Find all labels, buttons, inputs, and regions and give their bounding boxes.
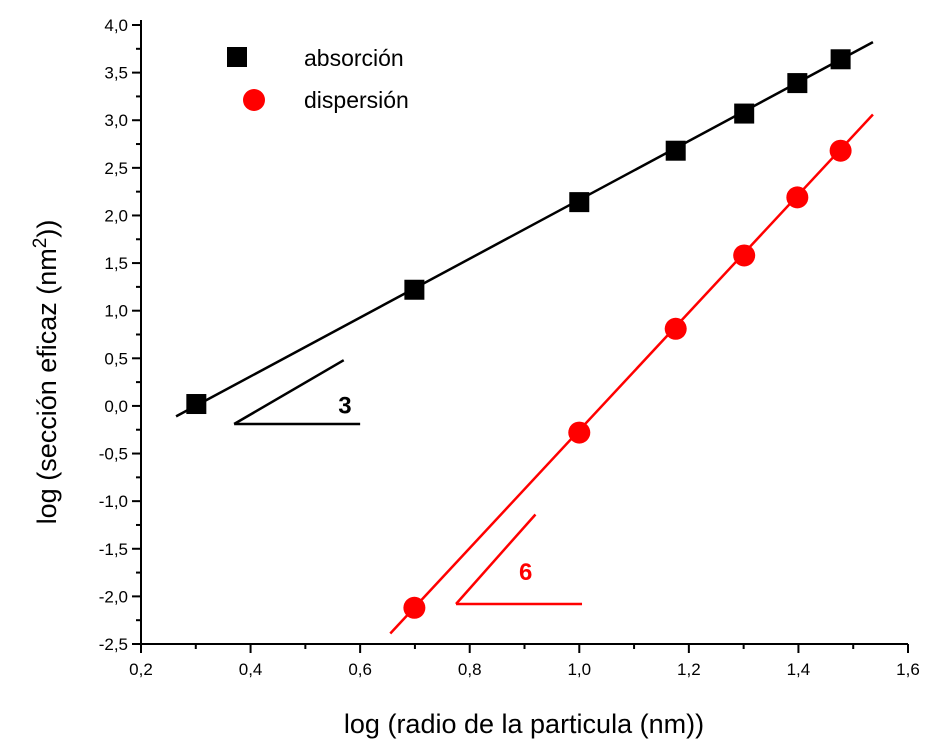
slope-hypotenuse-absorcion — [233, 359, 345, 426]
data-point-absorcion — [734, 103, 755, 124]
data-point-dispersion — [664, 317, 687, 340]
y-tick-label: -2,0 — [99, 587, 128, 606]
data-point-dispersion — [829, 139, 852, 162]
y-tick-label: -1,0 — [99, 492, 128, 511]
legend-marker-absorcion — [227, 47, 247, 67]
x-tick-label: 1,0 — [567, 660, 591, 679]
y-axis-title-main: log (sección eficaz (nm — [32, 248, 62, 524]
y-tick-label: 0,0 — [104, 397, 128, 416]
x-tick-label: 0,6 — [348, 660, 372, 679]
fit-lines — [175, 41, 874, 635]
y-tick-label: 4,0 — [104, 16, 128, 35]
y-tick-label: 2,0 — [104, 206, 128, 225]
slope-annotations: 36 — [233, 359, 583, 606]
slope-label-dispersion: 6 — [519, 559, 532, 586]
data-point-absorcion — [186, 394, 207, 415]
x-tick-label: 0,8 — [458, 660, 482, 679]
x-tick-label: 1,2 — [677, 660, 701, 679]
y-tick-label: -1,5 — [99, 540, 128, 559]
y-tick-label: -2,5 — [99, 635, 128, 654]
x-axis-title: log (radio de la particula (nm)) — [344, 709, 704, 739]
legend: absorción dispersión — [227, 45, 409, 113]
data-point-dispersion — [786, 186, 809, 209]
x-tick-label: 1,6 — [896, 660, 920, 679]
data-points — [186, 49, 852, 619]
x-tick-label: 0,2 — [129, 660, 153, 679]
legend-label-absorcion: absorción — [304, 45, 404, 71]
y-tick-label: 1,0 — [104, 302, 128, 321]
y-axis-title-sup: 2 — [30, 238, 51, 249]
legend-marker-dispersion — [243, 89, 265, 111]
y-tick-label: 2,5 — [104, 159, 128, 178]
y-tick-label: 3,5 — [104, 64, 128, 83]
fit-line-absorcion — [175, 41, 874, 418]
data-point-absorcion — [665, 140, 686, 161]
y-tick-label: -0,5 — [99, 445, 128, 464]
axes: 0,2 0,4 0,6 0,8 1,0 1,2 1,4 1,6 -2,5 -2,0 -1,5 -1,0… — [99, 16, 920, 679]
data-point-absorcion — [569, 192, 590, 213]
data-point-dispersion — [403, 596, 426, 619]
legend-label-dispersion: dispersión — [304, 87, 409, 113]
y-tick-label: 3,0 — [104, 111, 128, 130]
slope-hypotenuse-dispersion — [455, 513, 537, 605]
x-tick-label: 1,4 — [787, 660, 811, 679]
data-point-absorcion — [787, 73, 808, 94]
data-point-dispersion — [568, 421, 591, 444]
y-axis-title: log (sección eficaz (nm2)) — [30, 220, 62, 525]
y-tick-label: 0,5 — [104, 349, 128, 368]
data-point-dispersion — [733, 244, 756, 267]
x-tick-label: 0,4 — [239, 660, 263, 679]
data-point-absorcion — [404, 279, 425, 300]
y-axis-title-end: )) — [32, 220, 62, 238]
y-tick-label: 1,5 — [104, 254, 128, 273]
slope-label-absorcion: 3 — [338, 393, 351, 420]
data-point-absorcion — [830, 49, 851, 70]
